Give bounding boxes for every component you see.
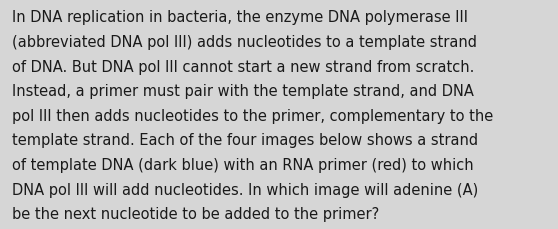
Text: of DNA. But DNA pol III cannot start a new strand from scratch.: of DNA. But DNA pol III cannot start a n…	[12, 59, 475, 74]
Text: (abbreviated DNA pol III) adds nucleotides to a template strand: (abbreviated DNA pol III) adds nucleotid…	[12, 35, 477, 50]
Text: DNA pol III will add nucleotides. In which image will adenine (A): DNA pol III will add nucleotides. In whi…	[12, 182, 479, 197]
Text: template strand. Each of the four images below shows a strand: template strand. Each of the four images…	[12, 133, 478, 148]
Text: Instead, a primer must pair with the template strand, and DNA: Instead, a primer must pair with the tem…	[12, 84, 474, 99]
Text: be the next nucleotide to be added to the primer?: be the next nucleotide to be added to th…	[12, 206, 379, 221]
Text: In DNA replication in bacteria, the enzyme DNA polymerase III: In DNA replication in bacteria, the enzy…	[12, 10, 468, 25]
Text: pol III then adds nucleotides to the primer, complementary to the: pol III then adds nucleotides to the pri…	[12, 108, 493, 123]
Text: of template DNA (dark blue) with an RNA primer (red) to which: of template DNA (dark blue) with an RNA …	[12, 157, 474, 172]
